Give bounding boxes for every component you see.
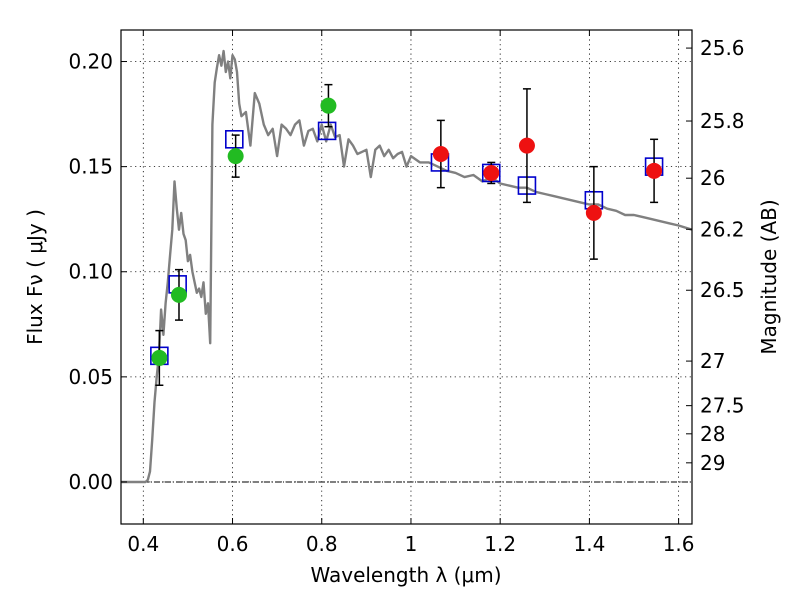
x-tick-label: 1.4: [573, 532, 605, 556]
magnitude-tick-label: 27: [700, 349, 725, 373]
x-tick-label: 1: [405, 532, 418, 556]
optical-photometry-point: [170, 286, 187, 303]
axis-ticks: [121, 30, 692, 524]
x-tick-label: 0.4: [127, 532, 159, 556]
magnitude-tick-label: 26.5: [700, 278, 745, 302]
photometry-markers-layer: [151, 97, 663, 366]
optical-photometry-point: [320, 97, 337, 114]
plot-background: [121, 30, 692, 524]
optical-photometry-point: [227, 148, 244, 165]
nir-photometry-point: [585, 204, 602, 221]
x-axis-title: Wavelength λ (μm): [310, 563, 501, 587]
y-axis-title: Flux Fν ( μJy ): [23, 209, 47, 345]
model-photometry-square: [225, 130, 244, 149]
nir-photometry-point: [518, 137, 535, 154]
magnitude-tick-label: 28: [700, 422, 725, 446]
plot-frame: [120, 29, 693, 525]
magnitude-tick-label: 25.6: [700, 36, 745, 60]
y-tick-label: 0.20: [68, 50, 113, 74]
x-tick-label: 1.2: [484, 532, 516, 556]
nir-photometry-point: [483, 164, 500, 181]
x-tick-label: 0.6: [217, 532, 249, 556]
x-tick-label: 0.8: [306, 532, 338, 556]
y-tick-label: 0.15: [68, 155, 113, 179]
right-magnitude-tick-labels: 25.6 25.8 26 26.2 26.5 27 27.5 28 29: [700, 36, 745, 475]
right-axis-title: Magnitude (AB): [757, 199, 781, 354]
magnitude-tick-label: 26.2: [700, 217, 745, 241]
x-tick-label: 1.6: [663, 532, 695, 556]
y-tick-label: 0.10: [68, 260, 113, 284]
model-spectrum-line: [121, 49, 693, 484]
x-tick-labels: 0.4 0.6 0.8 1 1.2 1.4 1.6: [127, 532, 694, 556]
y-tick-labels: 0.00 0.05 0.10 0.15 0.20: [68, 50, 113, 494]
y-tick-label: 0.05: [68, 365, 113, 389]
model-spectrum-layer: [121, 49, 693, 484]
magnitude-tick-label: 27.5: [700, 394, 745, 418]
magnitude-tick-label: 25.8: [700, 109, 745, 133]
magnitude-tick-label: 26: [700, 166, 725, 190]
model-photometry-square: [317, 121, 337, 141]
optical-photometry-point: [151, 349, 168, 366]
nir-photometry-point: [432, 146, 449, 163]
nir-photometry-point: [646, 162, 663, 179]
magnitude-tick-label: 29: [700, 451, 725, 475]
y-tick-label: 0.00: [68, 470, 113, 494]
